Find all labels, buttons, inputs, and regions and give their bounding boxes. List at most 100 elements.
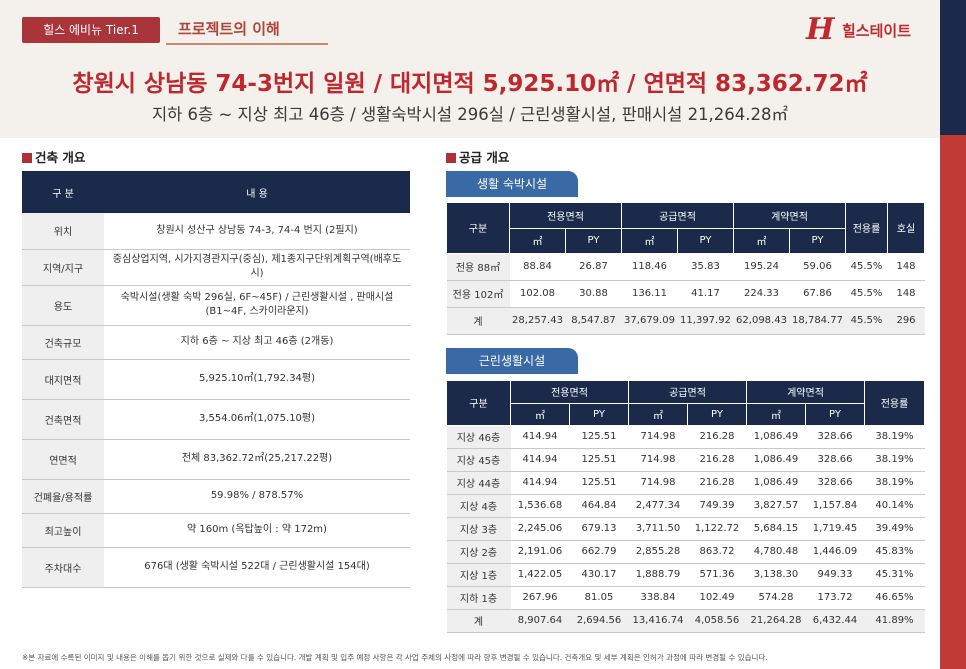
retail-cell: 464.84 — [569, 494, 629, 518]
bullet-square-icon — [22, 153, 32, 163]
retail-cell: 125.51 — [569, 471, 629, 495]
page-headline: 창원시 상남동 74-3번지 일원 / 대지면적 5,925.10㎡ / 연면적… — [72, 71, 868, 97]
lodging-cell: 88.84 — [509, 253, 566, 281]
retail-cell: 102.49 — [687, 586, 747, 610]
overview-row: 건축면적 3,554.06㎡(1,075.10평) — [22, 399, 410, 440]
retail-unit-py: PY — [687, 403, 747, 426]
edge-bar-navy — [940, 0, 966, 135]
lodging-cell: 26.87 — [565, 253, 622, 281]
retail-unit-m2: ㎡ — [510, 403, 570, 426]
overview-row: 대지면적 5,925.10㎡(1,792.34평) — [22, 359, 410, 400]
retail-unit-m2: ㎡ — [628, 403, 688, 426]
retail-cell: 216.28 — [687, 471, 747, 495]
retail-row-label: 지상 44층 — [446, 471, 511, 495]
retail-cell: 1,888.79 — [628, 563, 688, 587]
edge-bar-red — [940, 135, 966, 669]
retail-cell: 125.51 — [569, 425, 629, 449]
lodging-cell: 59.06 — [789, 253, 846, 281]
retail-cell: 2,477.34 — [628, 494, 688, 518]
retail-row: 지상 44층 414.94 125.51 714.98 216.28 1,086.49 32… — [446, 471, 925, 495]
lodging-cell: 148 — [887, 280, 925, 308]
overview-value: 약 160m (옥탑높이 : 약 172m) — [104, 513, 410, 548]
overview-value: 중심상업지역, 시가지경관지구(중심), 제1종지구단위계획구역(배후도시) — [104, 249, 410, 286]
retail-cell: 38.19% — [864, 425, 925, 449]
supply-title-text: 공급 개요 — [459, 150, 510, 165]
overview-title: 건축 개요 — [22, 147, 85, 166]
retail-cell: 949.33 — [805, 563, 865, 587]
logo-wordmark: 힐스테이트 — [842, 21, 912, 40]
retail-cell: 414.94 — [510, 471, 570, 495]
overview-label: 건축면적 — [22, 399, 104, 440]
lodging-h-exclusive: 전용면적 — [509, 203, 622, 229]
retail-cell: 1,719.45 — [805, 517, 865, 541]
retail-h-category: 구분 — [446, 381, 511, 426]
overview-label: 용도 — [22, 285, 104, 326]
retail-cell: 1,086.49 — [746, 448, 806, 472]
lodging-h-contract: 계약면적 — [733, 203, 846, 229]
overview-header-category: 구 분 — [22, 171, 104, 213]
logo-h-icon: H — [806, 12, 835, 47]
lodging-cell: 296 — [887, 307, 925, 335]
overview-label: 연면적 — [22, 439, 104, 480]
retail-cell: 3,138.30 — [746, 563, 806, 587]
overview-label: 최고높이 — [22, 513, 104, 548]
lodging-cell: 118.46 — [621, 253, 678, 281]
retail-cell: 46.65% — [864, 586, 925, 610]
retail-cell: 1,086.49 — [746, 471, 806, 495]
lodging-cell: 102.08 — [509, 280, 566, 308]
lodging-row: 계 28,257.43 8,547.87 37,679.09 11,397.92 62,0… — [446, 307, 925, 335]
retail-row-label: 지상 1층 — [446, 563, 511, 587]
overview-row: 용도 숙박시설(생활 숙박 296실, 6F~45F) / 근린생활시설 , 판매… — [22, 285, 410, 326]
retail-h-exclusive: 전용면적 — [510, 381, 629, 404]
retail-cell: 5,684.15 — [746, 517, 806, 541]
overview-row: 연면적 전체 83,362.72㎡(25,217.22평) — [22, 439, 410, 480]
retail-row: 지하 1층 267.96 81.05 338.84 102.49 574.28 173.72… — [446, 586, 925, 610]
retail-cell: 2,191.06 — [510, 540, 570, 564]
lodging-cell: 148 — [887, 253, 925, 281]
retail-cell: 338.84 — [628, 586, 688, 610]
lodging-cell: 45.5% — [845, 253, 888, 281]
retail-row: 지상 3층 2,245.06 679.13 3,711.50 1,122.72 5,684… — [446, 517, 925, 541]
overview-value: 676대 (생활 숙박시설 522대 / 근린생활시설 154대) — [104, 547, 410, 588]
lodging-h-category: 구분 — [446, 203, 510, 254]
retail-cell: 749.39 — [687, 494, 747, 518]
retail-cell: 2,245.06 — [510, 517, 570, 541]
lodging-cell: 67.86 — [789, 280, 846, 308]
retail-cell: 414.94 — [510, 448, 570, 472]
tab-retail: 근린생활시설 — [446, 348, 578, 374]
retail-row-label: 지상 46층 — [446, 425, 511, 449]
lodging-row: 전용 102㎡ 102.08 30.88 136.11 41.17 224.33 67.86… — [446, 280, 925, 308]
retail-cell: 328.66 — [805, 448, 865, 472]
lodging-cell: 11,397.92 — [677, 307, 734, 335]
retail-cell: 1,157.84 — [805, 494, 865, 518]
overview-header-content: 내 용 — [104, 171, 410, 213]
retail-row: 지상 2층 2,191.06 662.79 2,855.28 863.72 4,780.4… — [446, 540, 925, 564]
bullet-square-icon — [446, 153, 456, 163]
retail-cell: 1,122.72 — [687, 517, 747, 541]
lodging-supply-table: 구분 전용면적 공급면적 계약면적 전용률 호실 ㎡ PY ㎡ PY ㎡ PY … — [446, 203, 925, 335]
retail-cell: 1,086.49 — [746, 425, 806, 449]
lodging-unit-m2: ㎡ — [733, 228, 790, 254]
overview-row: 건폐율/용적률 59.98% / 878.57% — [22, 479, 410, 514]
retail-cell: 125.51 — [569, 448, 629, 472]
lodging-unit-py: PY — [565, 228, 622, 254]
retail-cell: 1,446.09 — [805, 540, 865, 564]
retail-cell: 13,416.74 — [628, 609, 688, 633]
retail-row-label: 지상 45층 — [446, 448, 511, 472]
overview-value: 지하 6층 ~ 지상 최고 46층 (2개동) — [104, 325, 410, 360]
lodging-cell: 18,784.77 — [789, 307, 846, 335]
overview-label: 위치 — [22, 213, 104, 250]
retail-cell: 863.72 — [687, 540, 747, 564]
overview-value: 5,925.10㎡(1,792.34평) — [104, 359, 410, 400]
lodging-unit-m2: ㎡ — [509, 228, 566, 254]
retail-cell: 1,422.05 — [510, 563, 570, 587]
retail-cell: 41.89% — [864, 609, 925, 633]
tier-badge: 힐스 에비뉴 Tier.1 — [22, 17, 160, 43]
supply-title: 공급 개요 — [446, 147, 509, 166]
overview-row: 최고높이 약 160m (옥탑높이 : 약 172m) — [22, 513, 410, 548]
brand-logo: H 힐스테이트 — [806, 10, 936, 50]
lodging-h-rooms: 호실 — [887, 203, 925, 254]
overview-header-row: 구 분 내 용 — [22, 171, 410, 213]
lodging-unit-m2: ㎡ — [621, 228, 678, 254]
retail-cell: 8,907.64 — [510, 609, 570, 633]
